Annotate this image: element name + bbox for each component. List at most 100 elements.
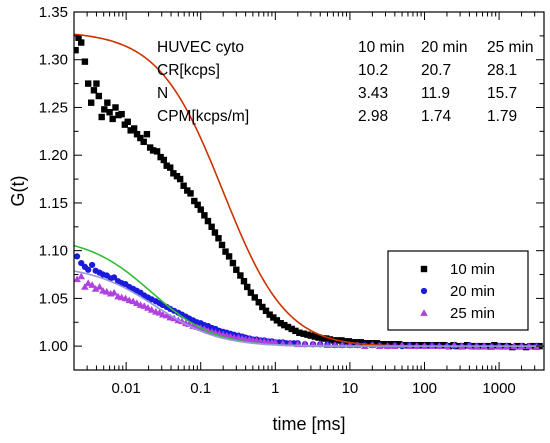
data-point: [522, 343, 530, 351]
legend: 10 min 20 min 25 min: [387, 250, 529, 331]
data-point: [396, 341, 403, 348]
data-point: [247, 289, 255, 296]
y-tick-label: 1.30: [39, 52, 68, 69]
data-point: [208, 223, 215, 230]
data-point: [259, 303, 266, 311]
data-point: [129, 297, 137, 305]
data-point: [95, 92, 102, 100]
data-point: [167, 164, 174, 171]
table-header-cell: 25 min: [487, 39, 534, 56]
data-point: [218, 241, 226, 249]
data-point: [191, 197, 198, 205]
table-cell: 15.7: [487, 85, 517, 102]
table-header-cell: 20 min: [421, 39, 468, 56]
data-point: [160, 156, 168, 164]
data-point: [330, 337, 338, 344]
y-tick-label: 1.05: [39, 290, 68, 307]
table-cell: 28.1: [487, 62, 517, 79]
data-point: [88, 281, 96, 288]
table-cell: CPM[kcps/m]: [157, 108, 249, 125]
data-point: [140, 138, 147, 146]
plot-frame: [73, 11, 545, 371]
data-point: [251, 294, 258, 301]
y-tick-label: 1.20: [39, 147, 68, 164]
x-tick-label: 10: [342, 380, 359, 397]
data-point: [110, 288, 118, 296]
data-point: [357, 339, 365, 346]
data-point: [286, 339, 294, 347]
x-tick-label: 0.1: [190, 380, 211, 397]
data-point: [85, 266, 92, 273]
data-point: [74, 253, 81, 260]
data-point: [121, 294, 130, 302]
x-tick-label: 100: [412, 380, 437, 397]
x-tick-label: 1: [271, 380, 279, 397]
data-point: [271, 338, 280, 346]
legend-label: 25 min: [450, 305, 495, 322]
data-point: [387, 341, 394, 348]
data-point: [194, 201, 201, 209]
data-point: [130, 125, 138, 132]
data-point: [215, 235, 222, 242]
data-point: [104, 99, 111, 106]
table-cell: N: [157, 85, 168, 102]
table-header-cell: HUVEC cyto: [157, 39, 244, 56]
table-cell: 1.79: [487, 108, 517, 125]
table-cell: 11.9: [421, 85, 450, 102]
data-point: [273, 317, 281, 324]
legend-box: [387, 250, 529, 331]
data-point: [296, 329, 303, 336]
data-layer: [74, 33, 544, 351]
data-point: [244, 283, 251, 291]
data-point: [211, 229, 219, 236]
data-point: [288, 325, 295, 333]
data-point: [284, 323, 292, 331]
table-cell: 2.98: [358, 108, 388, 125]
data-point: [149, 147, 157, 154]
data-point: [78, 259, 85, 267]
data-point: [147, 306, 156, 313]
y-tick-label: 1.35: [39, 4, 68, 21]
y-tick-label: 1.00: [39, 338, 68, 355]
data-point: [304, 331, 311, 338]
data-point: [124, 118, 131, 125]
data-point: [93, 80, 100, 87]
table-cell: CR[kcps]: [157, 62, 220, 79]
data-point: [133, 299, 141, 307]
data-point: [237, 272, 244, 279]
data-point: [292, 327, 299, 335]
y-tick-label: 1.10: [39, 243, 68, 260]
table-header-cell: 10 min: [358, 39, 405, 56]
y-axis-title: G(t): [8, 176, 28, 207]
data-point: [184, 187, 191, 194]
data-point: [187, 190, 194, 197]
data-point: [322, 335, 330, 342]
data-point: [240, 278, 248, 285]
table-cell: 3.43: [358, 85, 388, 102]
data-point: [266, 311, 273, 318]
fit-curve-25-min: [74, 270, 544, 347]
data-point: [170, 170, 177, 177]
data-point: [102, 287, 111, 295]
y-tick-label: 1.15: [39, 195, 68, 212]
data-point: [74, 46, 79, 54]
data-point: [225, 253, 233, 260]
data-point: [153, 148, 161, 155]
data-point: [144, 304, 152, 311]
data-point: [432, 341, 439, 349]
legend-label: 20 min: [450, 283, 495, 300]
data-point: [173, 173, 181, 180]
data-point: [176, 175, 184, 183]
data-point: [270, 314, 277, 321]
data-point: [373, 340, 381, 347]
data-point: [311, 333, 319, 340]
data-point: [180, 182, 187, 189]
data-point: [345, 338, 353, 345]
data-point: [81, 58, 89, 65]
data-point: [118, 110, 125, 118]
data-point: [101, 106, 108, 113]
data-point: [106, 109, 113, 116]
data-point: [281, 321, 288, 329]
legend-marker-10-min: [420, 265, 428, 273]
legend-marker-25-min: [420, 309, 428, 316]
